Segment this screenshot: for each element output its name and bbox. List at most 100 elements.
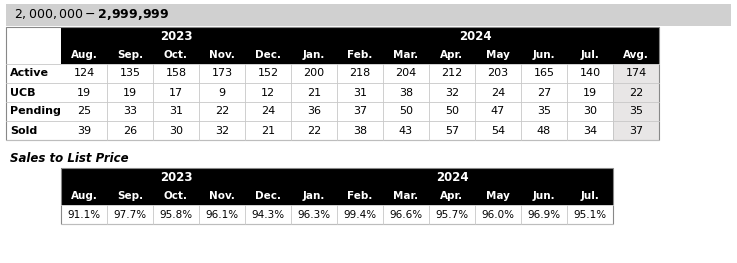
Text: 54: 54 bbox=[491, 125, 505, 135]
Text: Jul.: Jul. bbox=[581, 191, 599, 201]
Text: 37: 37 bbox=[629, 125, 643, 135]
Text: May: May bbox=[486, 50, 510, 60]
Text: 38: 38 bbox=[353, 125, 367, 135]
Text: 25: 25 bbox=[77, 107, 91, 117]
Text: 38: 38 bbox=[399, 88, 413, 98]
Text: 19: 19 bbox=[583, 88, 597, 98]
Text: Sep.: Sep. bbox=[117, 191, 143, 201]
Text: 12: 12 bbox=[261, 88, 275, 98]
Bar bbox=[61, 187, 613, 205]
Text: Dec.: Dec. bbox=[255, 191, 281, 201]
Text: 152: 152 bbox=[257, 68, 279, 78]
Bar bbox=[6, 64, 659, 140]
Bar bbox=[61, 27, 659, 46]
Text: 37: 37 bbox=[353, 107, 367, 117]
Text: 174: 174 bbox=[626, 68, 646, 78]
Text: 35: 35 bbox=[537, 107, 551, 117]
Text: 48: 48 bbox=[537, 125, 551, 135]
Text: Sales to List Price: Sales to List Price bbox=[10, 153, 129, 165]
Text: 31: 31 bbox=[169, 107, 183, 117]
Text: 34: 34 bbox=[583, 125, 597, 135]
Text: 97.7%: 97.7% bbox=[113, 210, 147, 220]
Text: May: May bbox=[486, 191, 510, 201]
Text: Sep.: Sep. bbox=[117, 50, 143, 60]
Text: 2024: 2024 bbox=[458, 30, 492, 43]
Text: Mar.: Mar. bbox=[394, 191, 419, 201]
Text: 218: 218 bbox=[349, 68, 371, 78]
Text: 2023: 2023 bbox=[160, 171, 192, 184]
Text: 19: 19 bbox=[123, 88, 137, 98]
Text: Jun.: Jun. bbox=[533, 50, 555, 60]
Text: 212: 212 bbox=[441, 68, 463, 78]
Text: 30: 30 bbox=[583, 107, 597, 117]
Text: 95.1%: 95.1% bbox=[573, 210, 607, 220]
Text: Jan.: Jan. bbox=[303, 50, 325, 60]
Text: 99.4%: 99.4% bbox=[343, 210, 377, 220]
Text: 21: 21 bbox=[307, 88, 321, 98]
Text: 96.9%: 96.9% bbox=[528, 210, 561, 220]
Text: 31: 31 bbox=[353, 88, 367, 98]
Bar bbox=[613, 64, 659, 140]
Text: 9: 9 bbox=[218, 88, 226, 98]
Text: Apr.: Apr. bbox=[441, 191, 464, 201]
Text: 200: 200 bbox=[304, 68, 324, 78]
Bar bbox=[6, 4, 731, 26]
Text: Nov.: Nov. bbox=[209, 191, 235, 201]
Text: 158: 158 bbox=[165, 68, 186, 78]
Text: Sold: Sold bbox=[10, 125, 38, 135]
Text: Nov.: Nov. bbox=[209, 50, 235, 60]
Text: 135: 135 bbox=[119, 68, 141, 78]
Text: Feb.: Feb. bbox=[347, 191, 373, 201]
Text: 19: 19 bbox=[77, 88, 91, 98]
Text: 50: 50 bbox=[399, 107, 413, 117]
Text: Jan.: Jan. bbox=[303, 191, 325, 201]
Text: 22: 22 bbox=[307, 125, 321, 135]
Text: 24: 24 bbox=[491, 88, 505, 98]
Text: Jun.: Jun. bbox=[533, 191, 555, 201]
Text: 57: 57 bbox=[445, 125, 459, 135]
Bar bbox=[61, 46, 659, 64]
Text: Pending: Pending bbox=[10, 107, 61, 117]
Text: 43: 43 bbox=[399, 125, 413, 135]
Text: 96.6%: 96.6% bbox=[389, 210, 422, 220]
Text: Feb.: Feb. bbox=[347, 50, 373, 60]
Text: 96.0%: 96.0% bbox=[481, 210, 514, 220]
Text: 91.1%: 91.1% bbox=[68, 210, 100, 220]
Text: 2023: 2023 bbox=[160, 30, 192, 43]
Text: 47: 47 bbox=[491, 107, 505, 117]
Text: 124: 124 bbox=[74, 68, 94, 78]
Text: 30: 30 bbox=[169, 125, 183, 135]
Text: 140: 140 bbox=[579, 68, 601, 78]
Text: 21: 21 bbox=[261, 125, 275, 135]
Text: Dec.: Dec. bbox=[255, 50, 281, 60]
Text: 94.3%: 94.3% bbox=[251, 210, 284, 220]
Text: 39: 39 bbox=[77, 125, 91, 135]
Text: 33: 33 bbox=[123, 107, 137, 117]
Bar bbox=[61, 168, 613, 224]
Text: Avg.: Avg. bbox=[623, 50, 649, 60]
Bar bbox=[61, 168, 613, 187]
Text: 27: 27 bbox=[537, 88, 551, 98]
Text: 17: 17 bbox=[169, 88, 183, 98]
Text: Oct.: Oct. bbox=[164, 50, 188, 60]
Text: UCB: UCB bbox=[10, 88, 35, 98]
Text: 203: 203 bbox=[487, 68, 509, 78]
Text: Jul.: Jul. bbox=[581, 50, 599, 60]
Text: 36: 36 bbox=[307, 107, 321, 117]
Text: 2024: 2024 bbox=[436, 171, 468, 184]
Text: 96.1%: 96.1% bbox=[206, 210, 239, 220]
Text: 32: 32 bbox=[215, 125, 229, 135]
Bar bbox=[6, 27, 659, 140]
Text: 165: 165 bbox=[534, 68, 554, 78]
Text: 50: 50 bbox=[445, 107, 459, 117]
Text: 95.8%: 95.8% bbox=[159, 210, 192, 220]
Text: 32: 32 bbox=[445, 88, 459, 98]
Text: 35: 35 bbox=[629, 107, 643, 117]
Text: 22: 22 bbox=[629, 88, 643, 98]
Text: 26: 26 bbox=[123, 125, 137, 135]
Text: Apr.: Apr. bbox=[441, 50, 464, 60]
Text: $2,000,000 - $2,999,999: $2,000,000 - $2,999,999 bbox=[14, 8, 170, 23]
Text: Oct.: Oct. bbox=[164, 191, 188, 201]
Text: 95.7%: 95.7% bbox=[436, 210, 469, 220]
Text: 22: 22 bbox=[215, 107, 229, 117]
